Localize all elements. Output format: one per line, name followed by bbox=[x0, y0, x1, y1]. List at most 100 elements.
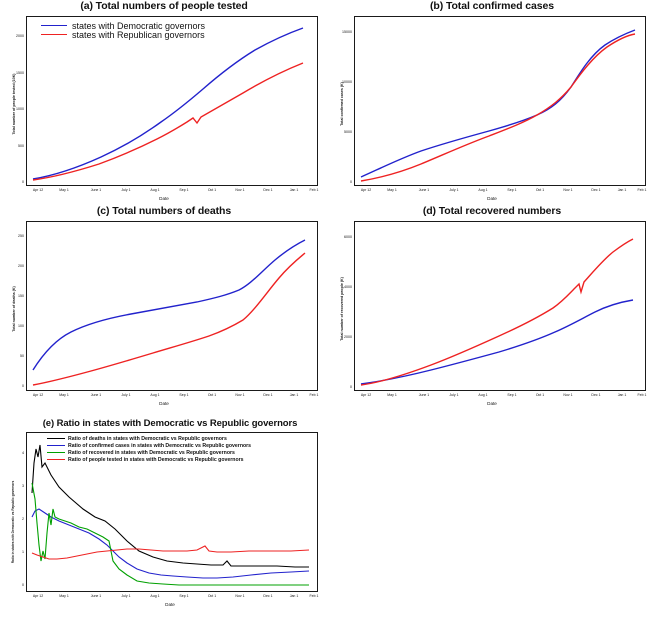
x-tick: Jan 1 bbox=[289, 188, 299, 192]
x-tick: Dec 1 bbox=[591, 188, 601, 192]
panel-d-curves bbox=[360, 238, 634, 386]
panel-b-yticks: 15000 10000 5000 0 bbox=[338, 18, 352, 184]
panel-b-curves bbox=[360, 29, 636, 182]
y-tick: 6000 bbox=[344, 235, 352, 239]
x-tick: Apr 12 bbox=[32, 393, 44, 397]
x-tick: Aug 1 bbox=[478, 188, 488, 192]
y-tick: 0 bbox=[350, 385, 352, 389]
legend-line-deaths-ratio bbox=[47, 438, 65, 439]
y-tick: 200 bbox=[18, 264, 24, 268]
legend-line-confirmed-ratio bbox=[47, 445, 65, 446]
x-tick: Nov 1 bbox=[563, 393, 573, 397]
legend-line-tested-ratio bbox=[47, 459, 65, 460]
y-tick: 50 bbox=[20, 354, 24, 358]
x-tick: Nov 1 bbox=[235, 594, 245, 598]
y-tick: 5000 bbox=[344, 130, 352, 134]
series-democratic-line bbox=[360, 29, 636, 178]
x-tick: June 1 bbox=[90, 594, 102, 598]
x-tick: Aug 1 bbox=[150, 594, 160, 598]
legend-label: states with Republican governors bbox=[72, 29, 205, 40]
panel-b: (b) Total confirmed cases Total confirme… bbox=[328, 0, 656, 205]
y-tick: 15000 bbox=[342, 30, 352, 34]
y-tick: 2000 bbox=[344, 335, 352, 339]
legend-item: states with Republican governors bbox=[41, 29, 205, 40]
y-tick: 4000 bbox=[344, 285, 352, 289]
series-recovered-ratio-line bbox=[31, 482, 309, 586]
x-tick: Aug 1 bbox=[150, 188, 160, 192]
y-tick: 100 bbox=[18, 324, 24, 328]
x-tick: July 1 bbox=[449, 393, 459, 397]
x-tick: May 1 bbox=[59, 188, 69, 192]
series-democratic-line bbox=[360, 299, 634, 385]
series-deaths-ratio-line bbox=[31, 444, 309, 568]
y-tick: 4 bbox=[22, 451, 24, 455]
x-tick: Dec 1 bbox=[263, 594, 273, 598]
panel-e-legend: Ratio of deaths in states with Democrati… bbox=[47, 435, 251, 463]
panel-b-title: (b) Total confirmed cases bbox=[430, 0, 554, 12]
panel-a-plot: states with Democratic governors states … bbox=[26, 16, 318, 186]
panel-d-yticks: 6000 4000 2000 0 bbox=[338, 223, 352, 389]
x-tick: July 1 bbox=[449, 188, 459, 192]
legend-line-recovered-ratio bbox=[47, 452, 65, 453]
panel-a: (a) Total numbers of people tested Total… bbox=[0, 0, 328, 205]
x-tick: Sep 1 bbox=[179, 393, 189, 397]
legend-line-democratic bbox=[41, 25, 67, 26]
series-republican-line bbox=[360, 238, 634, 386]
y-tick: 1 bbox=[22, 550, 24, 554]
series-democratic-line bbox=[32, 239, 306, 371]
x-tick: Oct 1 bbox=[535, 393, 545, 397]
panel-c-plot bbox=[26, 221, 318, 391]
y-tick: 2 bbox=[22, 517, 24, 521]
panel-a-xlabel: Date bbox=[159, 196, 169, 201]
x-tick: Apr 12 bbox=[360, 393, 372, 397]
panel-e-title: (e) Ratio in states with Democratic vs R… bbox=[42, 418, 298, 429]
y-tick: 0 bbox=[22, 583, 24, 587]
x-tick: Sep 1 bbox=[507, 393, 517, 397]
x-tick: May 1 bbox=[387, 393, 397, 397]
legend-item: Ratio of confirmed cases in states with … bbox=[47, 442, 251, 449]
x-tick: Jan 1 bbox=[289, 594, 299, 598]
x-tick: Oct 1 bbox=[207, 594, 217, 598]
series-confirmed-ratio-line bbox=[31, 508, 310, 579]
x-tick: May 1 bbox=[387, 188, 397, 192]
x-tick: Feb 1 bbox=[309, 393, 319, 397]
x-tick: June 1 bbox=[90, 188, 102, 192]
x-tick: July 1 bbox=[121, 393, 131, 397]
series-republican-line bbox=[32, 62, 304, 181]
panel-a-yticks: 2000 1500 1000 500 0 bbox=[10, 18, 24, 184]
panel-d-xlabel: Date bbox=[487, 401, 497, 406]
panel-a-legend: states with Democratic governors states … bbox=[41, 20, 206, 40]
x-tick: Dec 1 bbox=[263, 188, 273, 192]
x-tick: Feb 1 bbox=[309, 594, 319, 598]
x-tick: June 1 bbox=[418, 393, 430, 397]
y-tick: 250 bbox=[18, 234, 24, 238]
panel-c-yticks: 250 200 150 100 50 0 bbox=[10, 223, 24, 389]
x-tick: Sep 1 bbox=[507, 188, 517, 192]
x-tick: Jan 1 bbox=[617, 393, 627, 397]
series-republican-line bbox=[360, 33, 636, 182]
y-tick: 500 bbox=[18, 144, 24, 148]
x-tick: Jan 1 bbox=[289, 393, 299, 397]
x-tick: Feb 1 bbox=[637, 188, 647, 192]
panel-b-xlabel: Date bbox=[487, 196, 497, 201]
legend-label: Ratio of confirmed cases in states with … bbox=[68, 442, 252, 449]
x-tick: Nov 1 bbox=[563, 188, 573, 192]
x-tick: Sep 1 bbox=[179, 188, 189, 192]
y-tick: 0 bbox=[22, 180, 24, 184]
x-tick: May 1 bbox=[59, 393, 69, 397]
x-tick: Apr 12 bbox=[360, 188, 372, 192]
legend-label: states with Democratic governors bbox=[72, 20, 206, 31]
y-tick: 3 bbox=[22, 484, 24, 488]
panel-e: (e) Ratio in states with Democratic vs R… bbox=[0, 410, 340, 625]
panel-a-title: (a) Total numbers of people tested bbox=[80, 0, 248, 12]
x-tick: Feb 1 bbox=[637, 393, 647, 397]
x-tick: July 1 bbox=[121, 594, 131, 598]
legend-item: Ratio of recovered in states with Democr… bbox=[47, 449, 251, 456]
panel-d-title: (d) Total recovered numbers bbox=[422, 205, 562, 217]
panel-c-curves bbox=[32, 239, 306, 386]
panel-a-curves bbox=[32, 27, 304, 181]
panel-c-title: (c) Total numbers of deaths bbox=[96, 205, 232, 217]
panel-e-curves bbox=[31, 444, 310, 586]
legend-line-republican bbox=[41, 34, 67, 35]
x-tick: Nov 1 bbox=[235, 393, 245, 397]
